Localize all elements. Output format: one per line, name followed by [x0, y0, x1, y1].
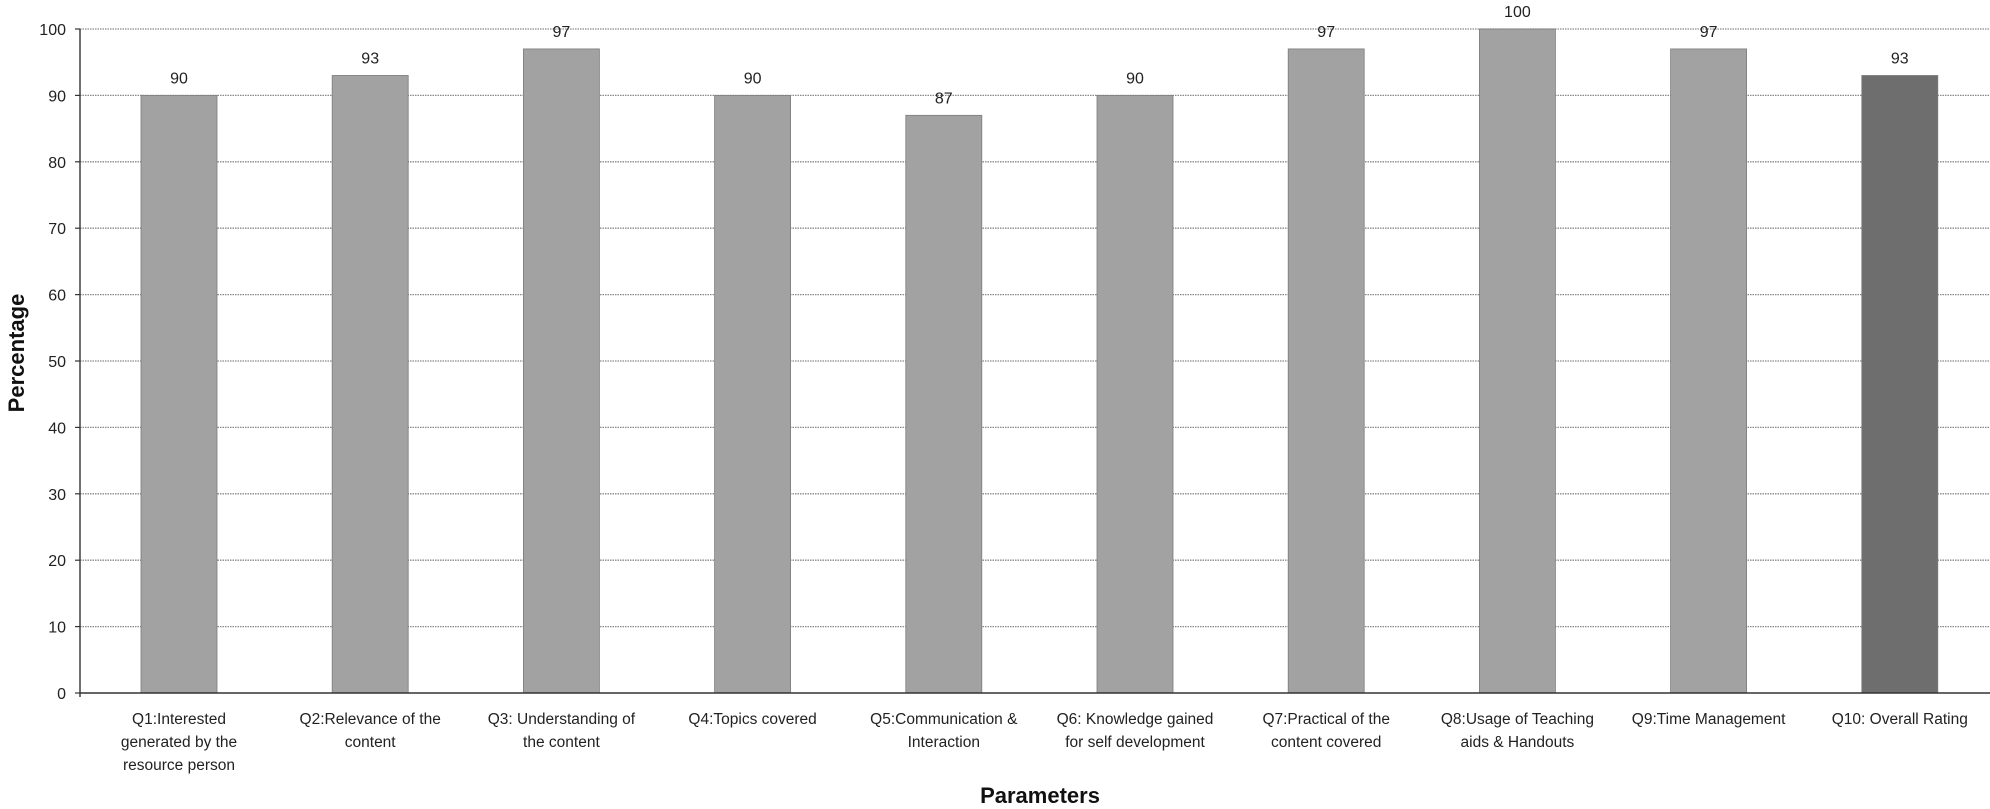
x-category-label: Q3: Understanding of the content: [488, 711, 636, 751]
x-category-label-line: resource person: [123, 757, 235, 774]
y-tick-label: 50: [48, 354, 66, 371]
data-label: 97: [1317, 24, 1335, 41]
x-category-label: Q5:Communication & Interaction: [870, 711, 1018, 751]
bar: [1096, 95, 1174, 694]
y-axis-title: Percentage: [4, 294, 29, 413]
x-category-label: Q8:Usage of Teaching aids & Handouts: [1441, 711, 1594, 751]
data-label: 93: [361, 50, 379, 67]
x-category-label-line: Q9:Time Management: [1632, 711, 1786, 728]
x-category-labels: Q1:Interested generated by the resource pe…: [121, 711, 1968, 774]
y-tick-labels: 0 10 20 30 40 50 60 70 80 90 100: [39, 22, 66, 703]
y-tick-label: 20: [48, 553, 66, 570]
bar: [331, 75, 409, 694]
x-axis-title: Parameters: [980, 783, 1100, 808]
x-category-label-line: Q2:Relevance of the: [300, 711, 441, 728]
y-tick-label: 60: [48, 288, 66, 305]
x-category-label: Q2:Relevance of the content: [300, 711, 441, 751]
x-category-label-line: for self development: [1065, 734, 1205, 751]
x-category-label: Q7:Practical of the content covered: [1262, 711, 1390, 751]
data-label: 90: [1126, 70, 1144, 87]
x-category-label-line: Q10: Overall Rating: [1832, 711, 1968, 728]
x-category-label-line: content: [345, 734, 397, 751]
x-category-label-line: aids & Handouts: [1461, 734, 1575, 751]
x-category-label: Q10: Overall Rating: [1832, 711, 1968, 728]
data-label: 90: [170, 70, 188, 87]
x-category-label-line: Q8:Usage of Teaching: [1441, 711, 1594, 728]
x-category-label: Q1:Interested generated by the resource pe…: [121, 711, 237, 774]
x-category-label-line: the content: [523, 734, 600, 751]
data-label: 90: [744, 70, 762, 87]
data-label: 97: [1700, 24, 1718, 41]
bar: [1287, 48, 1365, 694]
data-label: 93: [1891, 50, 1909, 67]
y-tick-label: 70: [48, 221, 66, 238]
bar: [714, 95, 791, 694]
x-category-label: Q4:Topics covered: [688, 711, 816, 728]
y-tick-label: 90: [48, 88, 66, 105]
y-tick-label: 0: [57, 686, 66, 703]
y-tick-label: 100: [39, 22, 66, 39]
bar: [1670, 48, 1747, 694]
x-category-label-line: Q3: Understanding of: [488, 711, 636, 728]
y-tick-label: 80: [48, 155, 66, 172]
x-category-label-line: Q6: Knowledge gained: [1057, 711, 1214, 728]
data-labels: 90 93 97 90 87 90 97 100 97 93: [170, 4, 1909, 107]
bar: [140, 95, 218, 694]
bar: [1861, 75, 1939, 694]
data-label: 97: [553, 24, 571, 41]
data-label: 87: [935, 90, 953, 107]
axes: [75, 28, 1990, 697]
data-label: 100: [1504, 4, 1531, 21]
x-category-label-line: generated by the: [121, 734, 237, 751]
x-category-label-line: Interaction: [908, 734, 980, 751]
bars: [140, 28, 1939, 694]
bar: [523, 48, 600, 694]
bar: [1479, 28, 1556, 694]
x-category-label-line: Q1:Interested: [132, 711, 226, 728]
y-tick-label: 10: [48, 620, 66, 637]
x-category-label-line: Q4:Topics covered: [688, 711, 816, 728]
x-category-label: Q6: Knowledge gained for self development: [1057, 711, 1214, 751]
x-category-label-line: Q5:Communication &: [870, 711, 1018, 728]
x-category-label-line: content covered: [1271, 734, 1381, 751]
y-tick-label: 30: [48, 487, 66, 504]
x-category-label: Q9:Time Management: [1632, 711, 1786, 728]
y-tick-label: 40: [48, 420, 66, 437]
x-category-label-line: Q7:Practical of the: [1262, 711, 1390, 728]
bar: [905, 114, 983, 694]
